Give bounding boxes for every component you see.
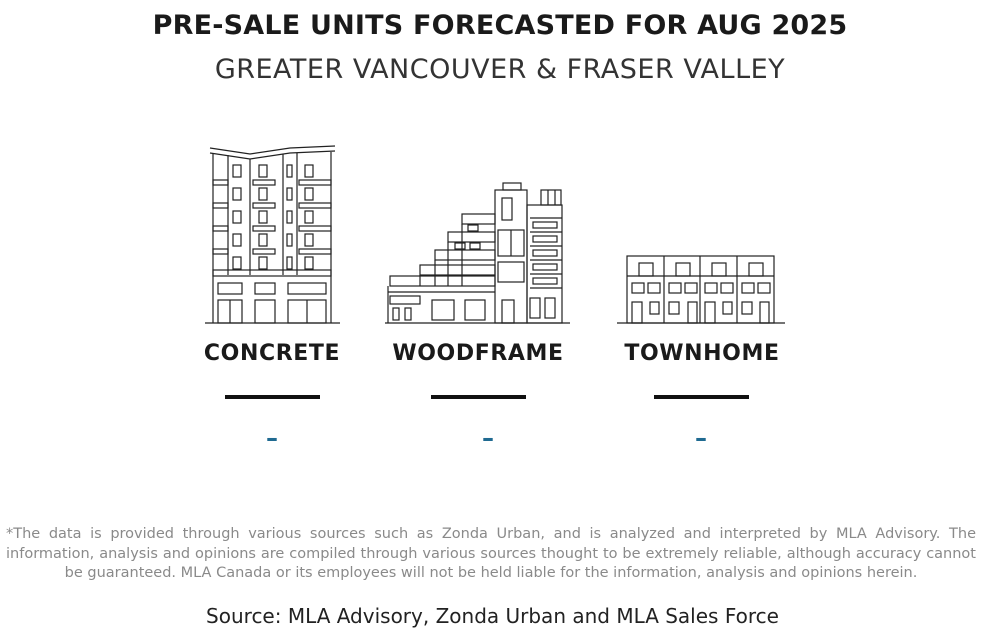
concrete-value: – [266, 424, 278, 452]
woodframe-value: – [482, 424, 494, 452]
concrete-building-icon [205, 145, 340, 324]
source-line: Source: MLA Advisory, Zonda Urban and ML… [206, 604, 779, 628]
concrete-underline [225, 395, 320, 399]
woodframe-label: WOODFRAME [392, 341, 564, 366]
townhome-label: TOWNHOME [624, 341, 780, 366]
page-title: PRE-SALE UNITS FORECASTED FOR AUG 2025 [152, 10, 848, 41]
townhome-building-icon [617, 255, 785, 324]
woodframe-underline [431, 395, 526, 399]
concrete-label: CONCRETE [203, 341, 341, 366]
woodframe-building-icon [385, 182, 570, 324]
page-subtitle: GREATER VANCOUVER & FRASER VALLEY [214, 54, 786, 85]
disclaimer-text: *The data is provided through various so… [6, 526, 976, 581]
townhome-underline [654, 395, 749, 399]
townhome-value: – [695, 424, 707, 452]
